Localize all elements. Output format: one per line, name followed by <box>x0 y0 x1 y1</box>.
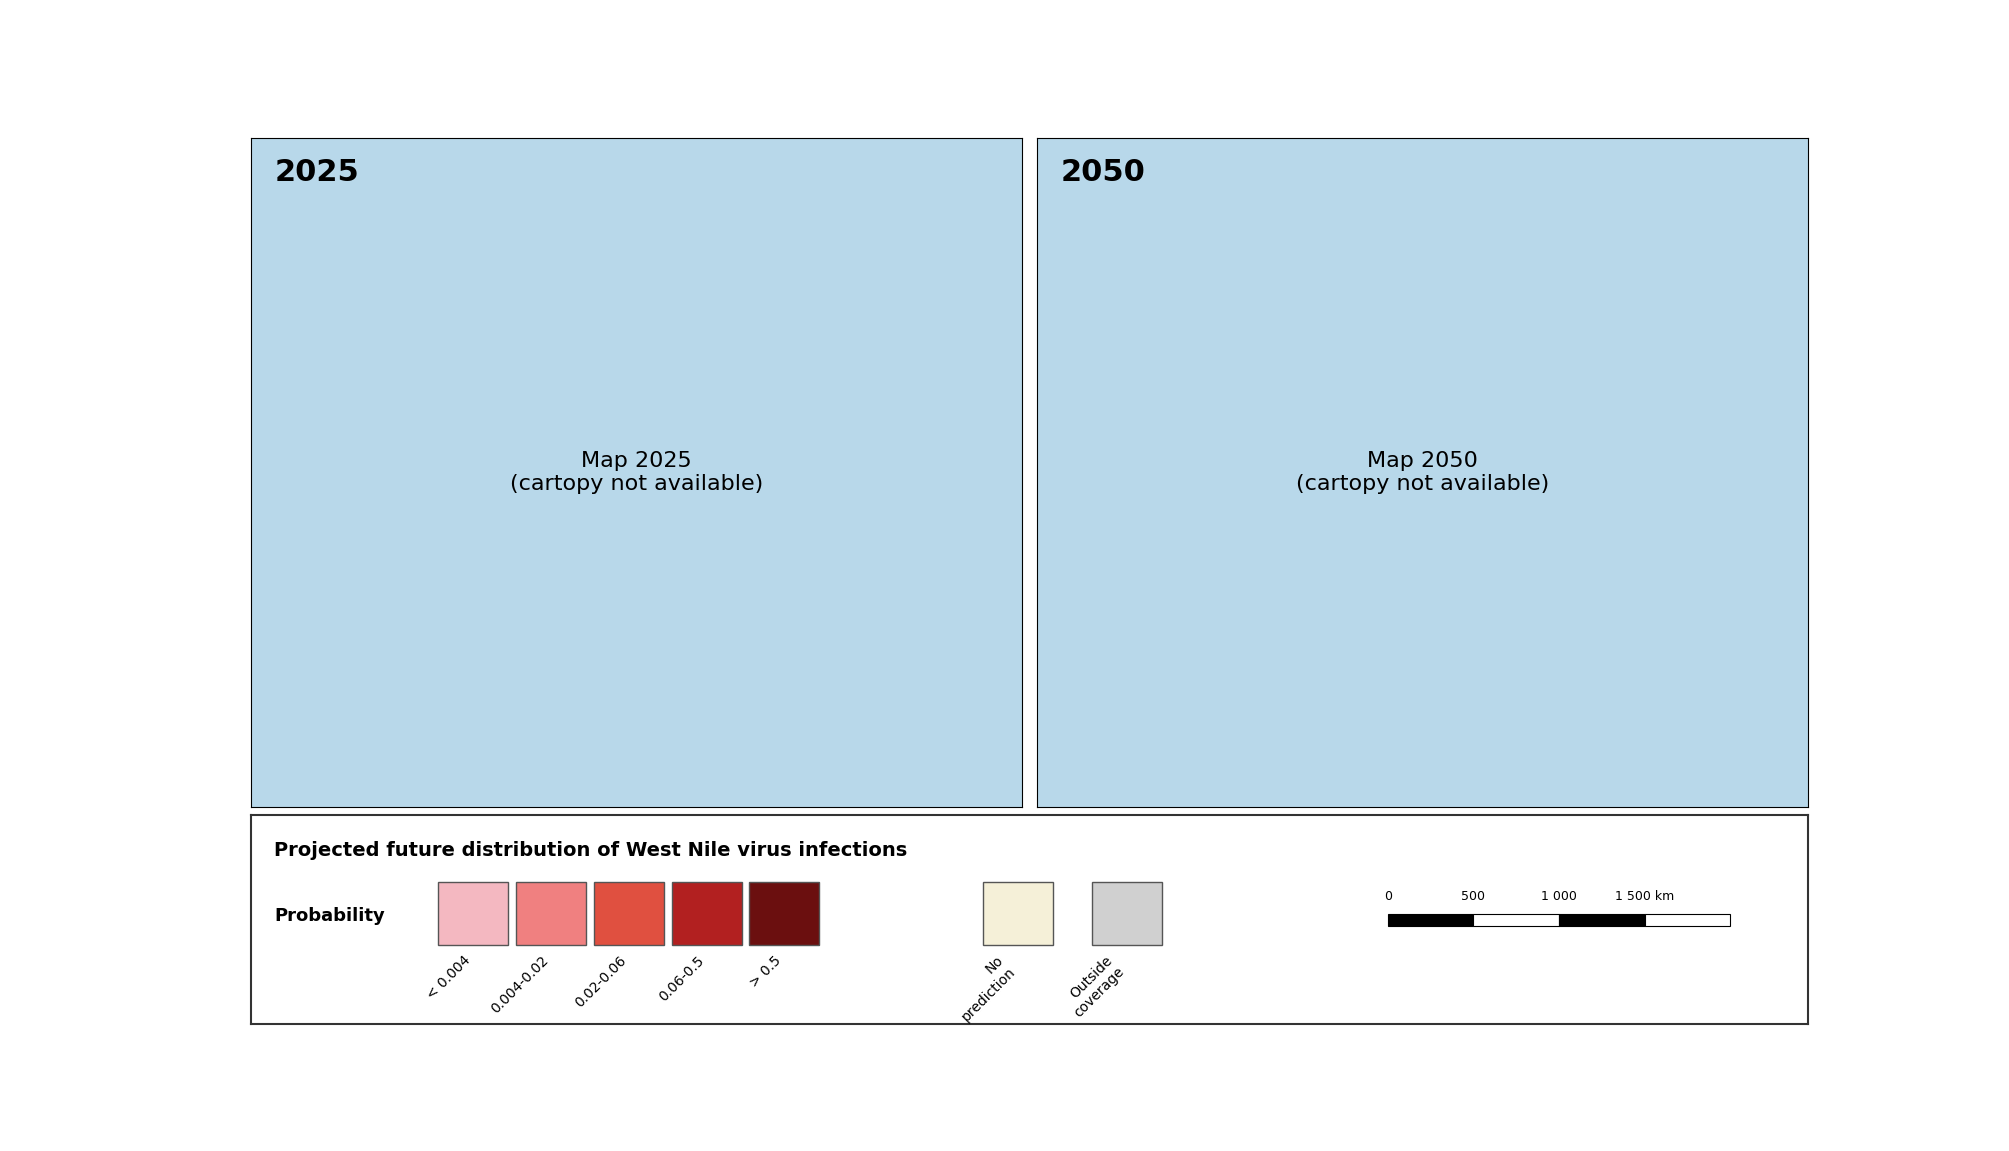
FancyBboxPatch shape <box>1093 883 1161 945</box>
Text: > 0.5: > 0.5 <box>747 953 784 990</box>
Text: Projected future distribution of West Nile virus infections: Projected future distribution of West Ni… <box>275 840 908 860</box>
Text: 1 000: 1 000 <box>1541 890 1577 904</box>
Text: 0.004-0.02: 0.004-0.02 <box>488 953 550 1016</box>
Bar <box>1388 914 1473 927</box>
FancyBboxPatch shape <box>671 883 741 945</box>
Text: Map 2050
(cartopy not available): Map 2050 (cartopy not available) <box>1296 451 1549 494</box>
Text: 1 500 km: 1 500 km <box>1615 890 1673 904</box>
Text: Outside
coverage: Outside coverage <box>1061 953 1127 1021</box>
Text: 500: 500 <box>1461 890 1485 904</box>
FancyBboxPatch shape <box>516 883 587 945</box>
Text: 2025: 2025 <box>275 158 360 188</box>
Bar <box>1559 914 1645 927</box>
Bar <box>1473 914 1559 927</box>
Text: No
prediction: No prediction <box>946 953 1019 1024</box>
Text: Probability: Probability <box>275 907 386 924</box>
FancyBboxPatch shape <box>749 883 820 945</box>
Text: Map 2025
(cartopy not available): Map 2025 (cartopy not available) <box>510 451 763 494</box>
Text: 0.06-0.5: 0.06-0.5 <box>657 953 707 1004</box>
Text: 2050: 2050 <box>1061 158 1145 188</box>
Bar <box>1645 914 1730 927</box>
FancyBboxPatch shape <box>438 883 508 945</box>
Text: < 0.004: < 0.004 <box>424 953 472 1003</box>
FancyBboxPatch shape <box>595 883 663 945</box>
FancyBboxPatch shape <box>982 883 1053 945</box>
Text: 0: 0 <box>1384 890 1392 904</box>
Text: 0.02-0.06: 0.02-0.06 <box>573 953 629 1011</box>
